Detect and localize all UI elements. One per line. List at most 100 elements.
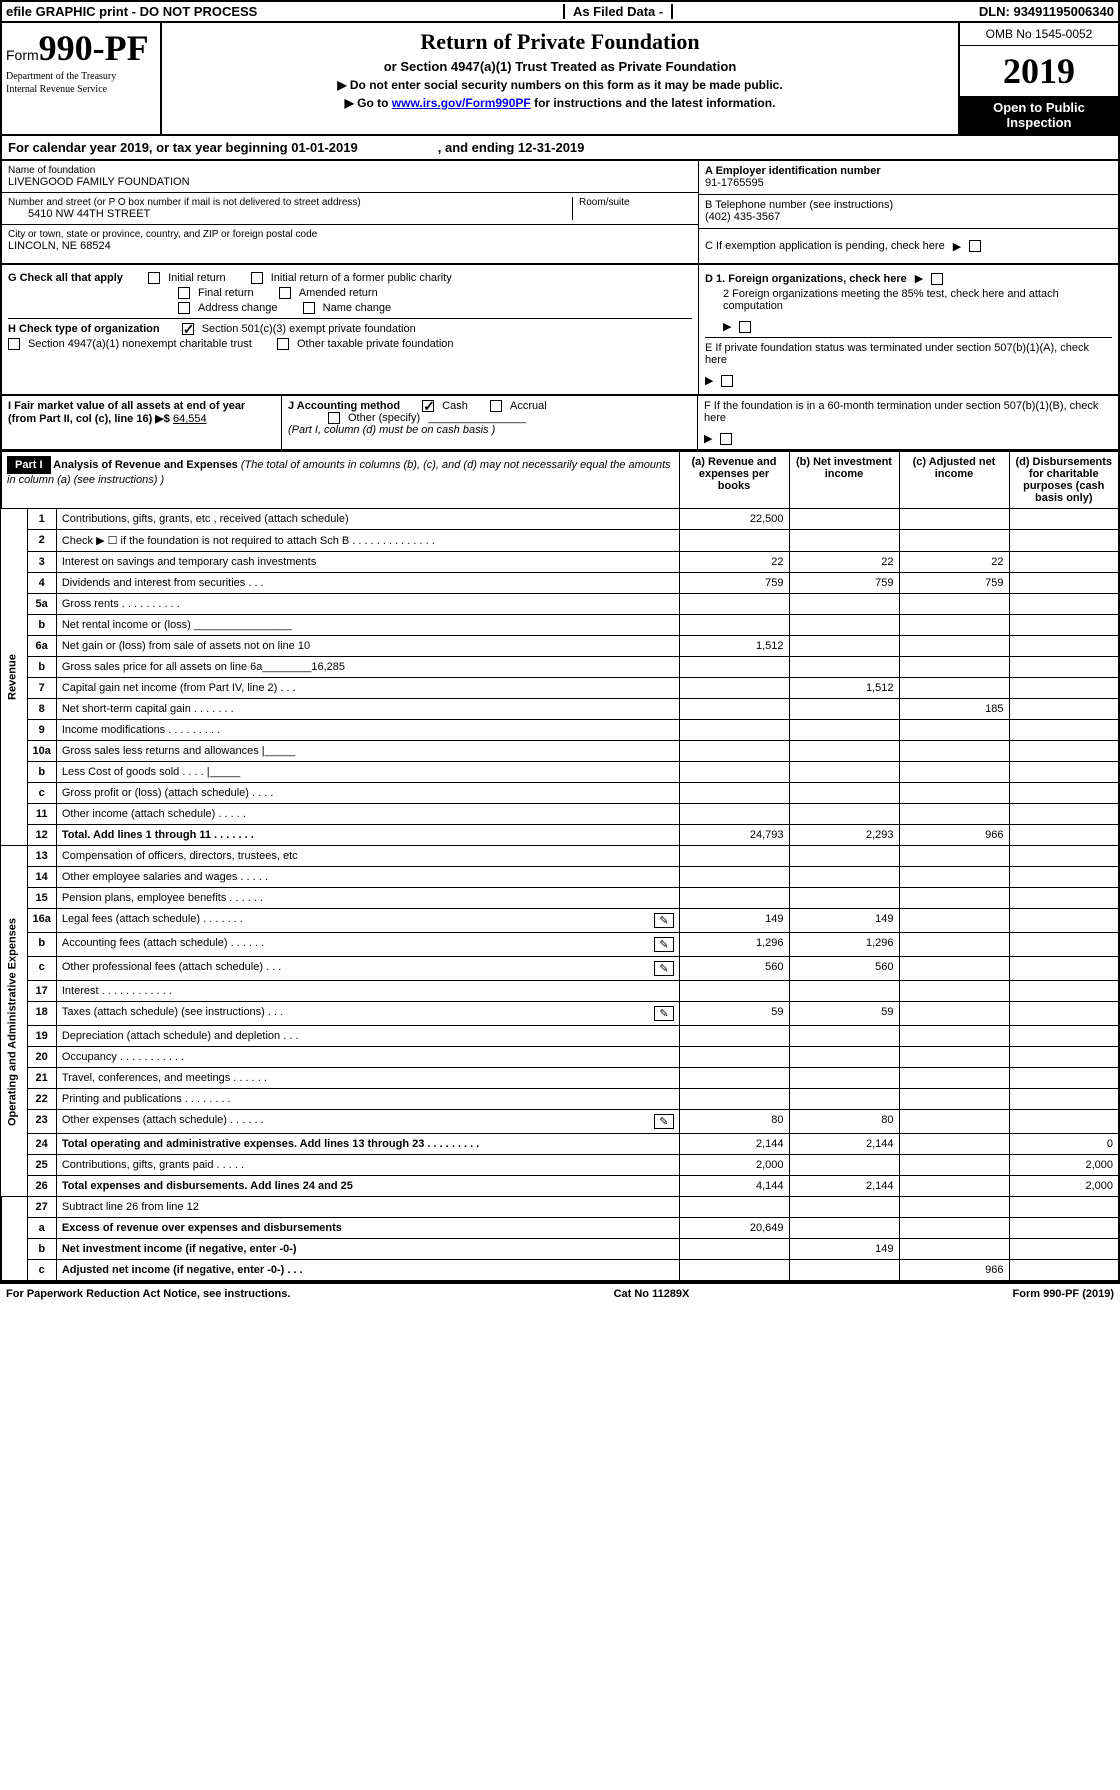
amount-cell	[789, 530, 899, 552]
row-desc: Travel, conferences, and meetings . . . …	[56, 1068, 679, 1089]
amount-cell: 759	[679, 573, 789, 594]
amount-cell	[899, 1155, 1009, 1176]
irs-link[interactable]: www.irs.gov/Form990PF	[392, 96, 531, 110]
g-left: G Check all that apply Initial return In…	[2, 265, 698, 394]
amount-cell	[789, 509, 899, 530]
amended-return-checkbox[interactable]	[279, 287, 291, 299]
sec4947-checkbox[interactable]	[8, 338, 20, 350]
amount-cell: 22	[899, 552, 1009, 573]
amount-cell	[899, 720, 1009, 741]
address-change-checkbox[interactable]	[178, 302, 190, 314]
e-checkbox[interactable]	[721, 375, 733, 387]
row-desc: Subtract line 26 from line 12	[56, 1197, 679, 1218]
row-desc: Less Cost of goods sold . . . . |_____	[56, 762, 679, 783]
amount-cell	[1009, 657, 1119, 678]
exemption-checkbox[interactable]	[969, 240, 981, 252]
name-change-checkbox[interactable]	[303, 302, 315, 314]
attachment-icon[interactable]: ✎	[654, 1114, 673, 1129]
col-b-header: (b) Net investment income	[789, 452, 899, 509]
amount-cell	[899, 846, 1009, 867]
accrual-checkbox[interactable]	[490, 400, 502, 412]
revenue-section-label: Revenue	[1, 509, 27, 846]
amount-cell	[1009, 678, 1119, 699]
attachment-icon[interactable]: ✎	[654, 1006, 673, 1021]
initial-former-checkbox[interactable]	[251, 272, 263, 284]
row-number: a	[27, 1218, 56, 1239]
row-desc: Gross sales price for all assets on line…	[56, 657, 679, 678]
amount-cell	[899, 909, 1009, 933]
amount-cell	[679, 1197, 789, 1218]
amount-cell	[1009, 909, 1119, 933]
omb-number: OMB No 1545-0052	[960, 23, 1118, 46]
row-desc: Check ▶ ☐ if the foundation is not requi…	[56, 530, 679, 552]
row-number: b	[27, 615, 56, 636]
final-return-checkbox[interactable]	[178, 287, 190, 299]
d2-checkbox[interactable]	[739, 321, 751, 333]
amount-cell	[899, 1176, 1009, 1197]
d1-checkbox[interactable]	[931, 273, 943, 285]
row-number: c	[27, 783, 56, 804]
amount-cell	[899, 783, 1009, 804]
amount-cell	[1009, 636, 1119, 657]
amount-cell	[899, 888, 1009, 909]
amount-cell: 59	[789, 1002, 899, 1026]
phone-value: (402) 435-3567	[705, 211, 1112, 223]
sec501-checkbox[interactable]	[182, 323, 194, 335]
other-taxable-checkbox[interactable]	[277, 338, 289, 350]
row-desc: Total. Add lines 1 through 11 . . . . . …	[56, 825, 679, 846]
amount-cell	[899, 1197, 1009, 1218]
amount-cell	[899, 1026, 1009, 1047]
row-number: 5a	[27, 594, 56, 615]
amount-cell	[1009, 762, 1119, 783]
amount-cell	[1009, 1026, 1119, 1047]
entity-info-block: Name of foundation LIVENGOOD FAMILY FOUN…	[0, 161, 1120, 265]
f-block: F If the foundation is in a 60-month ter…	[698, 396, 1118, 449]
ein-value: 91-1765595	[705, 177, 1112, 189]
as-filed: As Filed Data -	[563, 4, 673, 19]
amount-cell	[899, 1218, 1009, 1239]
cal-end: , and ending 12-31-2019	[438, 140, 585, 155]
row-desc: Net investment income (if negative, ente…	[56, 1239, 679, 1260]
amount-cell	[899, 1089, 1009, 1110]
amount-cell: 966	[899, 825, 1009, 846]
f-checkbox[interactable]	[720, 433, 732, 445]
attachment-icon[interactable]: ✎	[654, 913, 673, 928]
form-id-block: Form990-PF Department of the Treasury In…	[2, 23, 162, 134]
part1-table: Part I Analysis of Revenue and Expenses …	[0, 451, 1120, 1282]
cash-checkbox[interactable]	[422, 400, 434, 412]
amount-cell	[679, 867, 789, 888]
col-d-header: (d) Disbursements for charitable purpose…	[1009, 452, 1119, 509]
row-number: 12	[27, 825, 56, 846]
g-right: D 1. Foreign organizations, check here ▶…	[698, 265, 1118, 394]
amount-cell: 1,296	[789, 933, 899, 957]
amount-cell	[1009, 741, 1119, 762]
form-subtitle: or Section 4947(a)(1) Trust Treated as P…	[168, 59, 952, 74]
cat-number: Cat No 11289X	[614, 1288, 690, 1300]
efile-notice: efile GRAPHIC print - DO NOT PROCESS	[6, 4, 257, 19]
amount-cell	[679, 846, 789, 867]
amount-cell: 149	[789, 909, 899, 933]
row-desc: Excess of revenue over expenses and disb…	[56, 1218, 679, 1239]
initial-return-checkbox[interactable]	[148, 272, 160, 284]
attachment-icon[interactable]: ✎	[654, 937, 673, 952]
amount-cell	[1009, 1110, 1119, 1134]
col-a-header: (a) Revenue and expenses per books	[679, 452, 789, 509]
row-number: b	[27, 1239, 56, 1260]
amount-cell	[789, 783, 899, 804]
amount-cell: 80	[789, 1110, 899, 1134]
city-row: City or town, state or province, country…	[2, 225, 698, 256]
amount-cell	[1009, 594, 1119, 615]
amount-cell	[679, 530, 789, 552]
amount-cell: 185	[899, 699, 1009, 720]
row-number: 15	[27, 888, 56, 909]
attachment-icon[interactable]: ✎	[654, 961, 673, 976]
inst-2: ▶ Go to www.irs.gov/Form990PF for instru…	[168, 96, 952, 110]
amount-cell	[1009, 573, 1119, 594]
amount-cell	[789, 741, 899, 762]
amount-cell	[1009, 888, 1119, 909]
amount-cell	[789, 762, 899, 783]
amount-cell	[1009, 804, 1119, 825]
amount-cell: 22	[679, 552, 789, 573]
other-method-checkbox[interactable]	[328, 412, 340, 424]
form-number: 990-PF	[39, 28, 149, 68]
